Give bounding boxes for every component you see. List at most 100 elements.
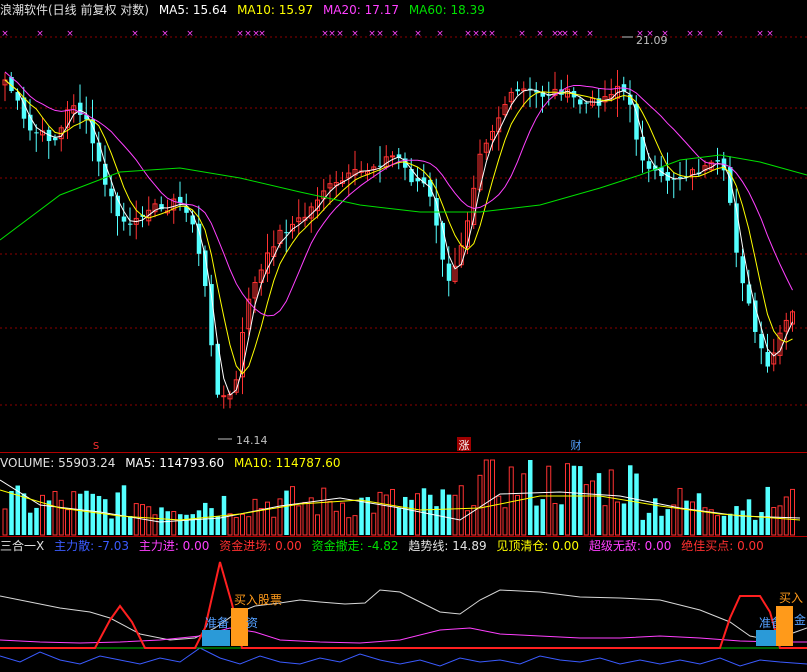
candle-body [209,284,214,346]
signal-marker: × [414,29,422,39]
volume-bar [640,519,645,535]
candle-body [258,269,264,283]
indicator-header: 三合一X 主力散: -7.03 主力进: 0.00 资金进场: 0.00 资金撤… [0,538,770,554]
volume-bar [746,499,752,535]
candle-body [103,163,108,185]
volume-bar [209,508,214,535]
volume-bar [608,469,614,536]
volume-bar [428,494,433,535]
signal-marker: × [36,29,44,39]
candle-body [653,165,658,171]
signal-marker: × [1,29,9,39]
volume-bar [483,459,489,536]
candle-body [109,188,114,197]
signal-marker: × [186,29,194,39]
volume-bar [759,512,764,535]
candle-body [740,256,745,284]
candle-body [21,97,27,119]
candle-body [96,142,102,162]
candle-body [365,170,370,175]
candle-body [196,223,202,254]
candle-body [578,99,583,105]
candle-body [715,160,720,162]
indicator-name: 三合一X [0,539,45,553]
volume-bar [708,509,714,536]
volume-bar [103,499,108,535]
price-header: 浪潮软件(日线 前复权 对数) MA5: 15.64 MA10: 15.97 M… [0,2,491,18]
signal-marker: × [131,29,139,39]
ind-zhulijin: 主力进: 0.00 [138,539,210,553]
candle-body [640,136,645,161]
vol-ma5-line [0,479,801,523]
low-label: 14.14 [236,434,268,447]
volume-bar [302,501,308,536]
candle-body [515,89,520,92]
volume-bar [690,501,695,536]
volume-bar [602,505,608,536]
candle-body [215,343,220,395]
candle-body [734,203,739,253]
volume-bar [215,516,220,535]
volume-bar [753,519,758,535]
vol-ma5-readout: MA5: 114793.60 [125,456,225,470]
volume-bar [65,509,70,536]
signal-marker: × [586,29,594,39]
volume-bar [790,488,795,536]
candle-body [584,102,589,104]
event-zhang: 涨 [459,439,470,452]
candle-body [115,195,120,217]
buy-label-1: 买入股票 [234,593,282,607]
candle-body [28,114,33,131]
ind-juejiamaidian: 绝佳买点: 0.00 [681,539,764,553]
ma10-readout: MA10: 15.97 [237,3,314,17]
volume-bar [109,518,114,535]
candle-body [171,198,177,211]
volume-bar [596,473,602,535]
ma20-line [4,71,793,317]
candle-body [746,284,752,304]
volume-bar [515,494,520,536]
volume-bar [90,493,95,535]
candle-body [246,298,252,330]
volume-bar [390,488,395,536]
event-zhang-box [457,437,471,451]
volume-bar [496,495,502,536]
volume-bar [321,487,327,536]
fund-in-line [0,561,807,649]
candle-body [628,94,633,105]
volume-bar [308,497,314,536]
volume-bar [783,496,789,536]
volume-bar [665,509,670,535]
volume-bar [265,501,270,536]
candle-body [409,169,414,183]
volume-bar [377,491,383,536]
volume-bar [333,510,339,536]
buy-box-2 [776,606,793,646]
volume-bar [740,510,745,535]
volume-bar [540,499,545,535]
candle-body [502,104,508,116]
candle-body [178,196,183,204]
ind-chaojiwudi: 超级无敌: 0.00 [588,539,672,553]
signal-marker: × [258,29,266,39]
candle-body [759,334,764,349]
candle-body [128,223,133,225]
volume-bar [152,514,158,536]
volume-bar [653,498,658,535]
candle-body [771,352,777,365]
volume-bar [502,507,508,536]
signal-marker: × [646,29,654,39]
volume-bar [352,515,358,536]
stock-title: 浪潮软件(日线 前复权 对数) [0,3,149,17]
volume-bar [128,515,133,535]
volume-bar [409,499,414,535]
signal-marker: × [636,29,644,39]
volume-bar [777,505,783,536]
volume-bar [677,487,683,536]
signal-marker: × [480,29,488,39]
candle-body [296,217,302,223]
candle-body [415,178,420,182]
volume-bar [133,503,139,536]
